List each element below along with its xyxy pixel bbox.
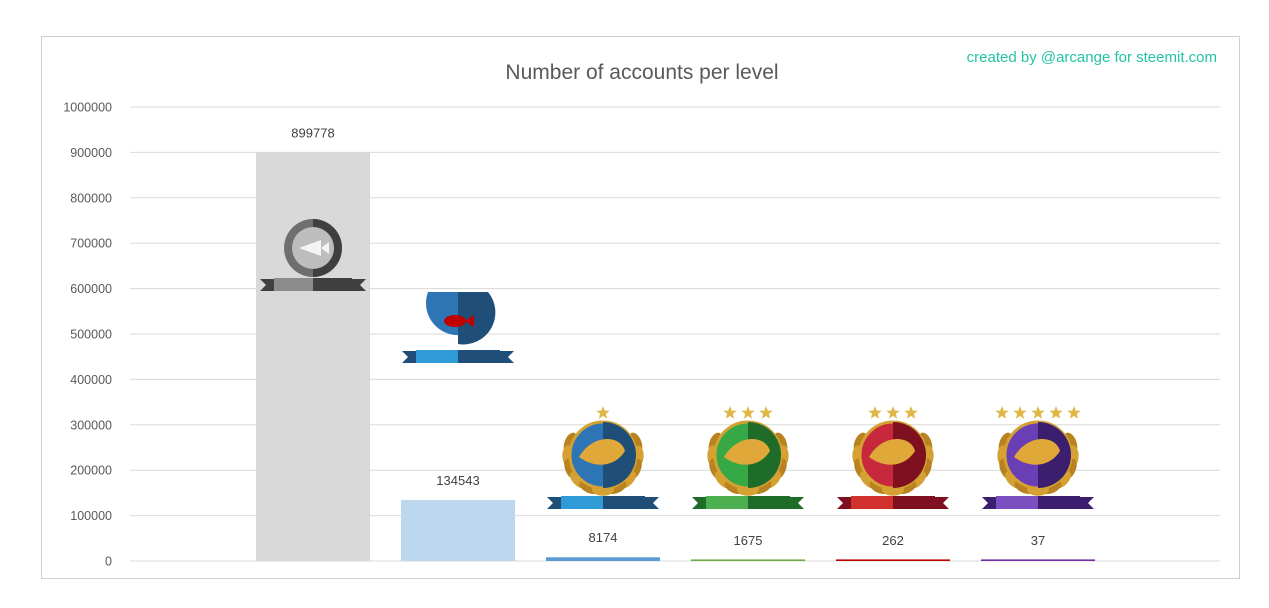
y-tick-label: 800000 xyxy=(70,191,112,205)
y-tick-label: 200000 xyxy=(70,464,112,478)
data-label: 8174 xyxy=(589,530,618,545)
bars xyxy=(256,152,1095,561)
y-tick-label: 1000000 xyxy=(63,101,112,115)
orca-dolphin-laurel-icon xyxy=(692,406,804,509)
badges xyxy=(260,219,1094,509)
whale-orca-laurel-icon xyxy=(837,406,949,509)
y-axis-tick-labels: 0 100000 200000 300000 400000 500000 600000 700… xyxy=(63,101,112,569)
data-label: 1675 xyxy=(734,533,763,548)
bar xyxy=(836,559,950,561)
y-tick-label: 600000 xyxy=(70,282,112,296)
y-tick-label: 300000 xyxy=(70,418,112,432)
whale-laurel-icon xyxy=(982,406,1094,509)
plankton-fish-skeleton-icon xyxy=(260,219,366,291)
credit-annotation: created by @arcange for steemit.com xyxy=(967,49,1217,66)
data-labels: 899778 134543 8174 1675 262 37 xyxy=(291,126,1045,548)
data-label: 134543 xyxy=(436,473,479,488)
y-tick-label: 700000 xyxy=(70,237,112,251)
bar xyxy=(981,559,1095,561)
y-tick-label: 0 xyxy=(105,555,112,569)
data-label: 899778 xyxy=(291,126,334,141)
y-tick-label: 400000 xyxy=(70,373,112,387)
data-label: 37 xyxy=(1031,533,1045,548)
bar xyxy=(256,152,370,561)
y-tick-label: 500000 xyxy=(70,328,112,342)
minnow-fishbowl-icon xyxy=(402,292,514,363)
chart-title: Number of accounts per level xyxy=(505,61,778,84)
y-tick-label: 100000 xyxy=(70,509,112,523)
bar-chart: Number of accounts per level created by … xyxy=(63,49,1220,569)
chart-frame: Number of accounts per level created by … xyxy=(41,36,1240,579)
bar xyxy=(691,559,805,561)
dolphin-fish-laurel-icon xyxy=(547,406,659,509)
data-label: 262 xyxy=(882,533,904,548)
bar xyxy=(401,499,515,561)
bar xyxy=(546,557,660,561)
y-tick-label: 900000 xyxy=(70,146,112,160)
